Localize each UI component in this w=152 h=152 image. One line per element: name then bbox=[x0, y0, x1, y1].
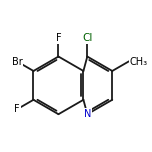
Text: N: N bbox=[84, 109, 91, 119]
Text: CH₃: CH₃ bbox=[130, 57, 148, 67]
Text: F: F bbox=[56, 33, 61, 43]
Text: F: F bbox=[14, 104, 20, 114]
Text: Cl: Cl bbox=[82, 33, 92, 43]
Text: Br: Br bbox=[12, 57, 23, 67]
